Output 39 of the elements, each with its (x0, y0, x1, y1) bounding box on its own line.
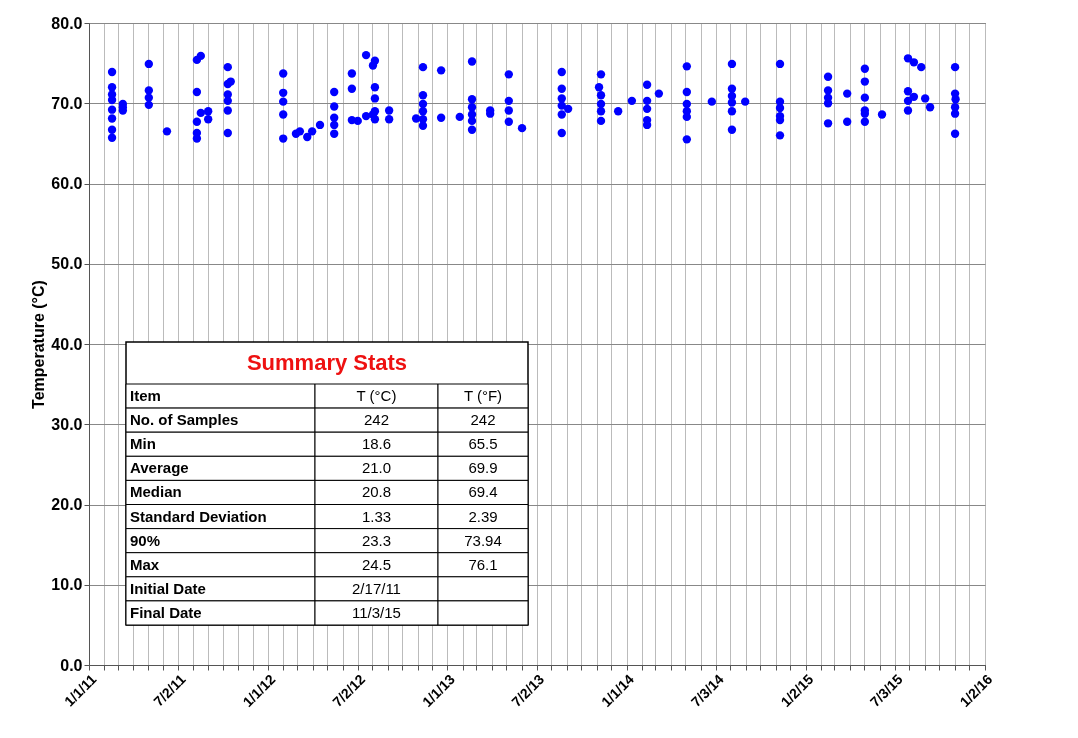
annotation: 65.5 (468, 435, 498, 453)
y-tick-label: 10.0 (51, 576, 83, 594)
annotation: 69.4 (468, 483, 498, 501)
y-tick-label: 20.0 (51, 496, 83, 513)
annotation: 69.9 (468, 459, 498, 477)
y-tick-label: 60.0 (51, 175, 83, 192)
annotation: 20.8 (361, 483, 392, 501)
annotation: T (°C) (356, 387, 397, 405)
annotation: 1.33 (361, 507, 392, 525)
annotation: Summary Stats (246, 350, 408, 375)
annotation: Median (130, 483, 182, 501)
annotation: 242 (363, 411, 390, 429)
y-axis-title: Temperature (°C) (30, 280, 48, 409)
annotation: Final Date (130, 603, 202, 621)
annotation: 76.1 (468, 555, 498, 573)
y-tick-label: 80.0 (51, 14, 83, 32)
annotation: 21.0 (361, 459, 392, 477)
annotation: 2.39 (468, 507, 498, 525)
y-tick-label: 30.0 (51, 415, 83, 433)
y-tick-label: 0.0 (60, 656, 83, 674)
y-tick-label: 40.0 (51, 335, 83, 353)
annotation: 24.5 (361, 555, 392, 573)
annotation: T (°F) (463, 387, 503, 405)
annotation: 23.3 (361, 531, 392, 549)
annotation: Initial Date (130, 579, 206, 597)
annotation: Standard Deviation (130, 507, 267, 525)
annotation: 90% (130, 531, 161, 549)
annotation: 18.6 (361, 435, 392, 453)
annotation: Max (130, 555, 160, 573)
y-tick-label: 70.0 (51, 94, 83, 112)
annotation: 73.94 (464, 531, 502, 549)
annotation: 11/3/15 (352, 603, 401, 621)
annotation: Item (130, 387, 161, 405)
annotation: No. of Samples (130, 411, 239, 429)
annotation: 2/17/11 (352, 579, 401, 597)
y-tick-label: 50.0 (51, 255, 83, 273)
annotation: Average (130, 459, 189, 477)
annotation: Min (130, 435, 156, 453)
annotation: 242 (470, 411, 496, 429)
